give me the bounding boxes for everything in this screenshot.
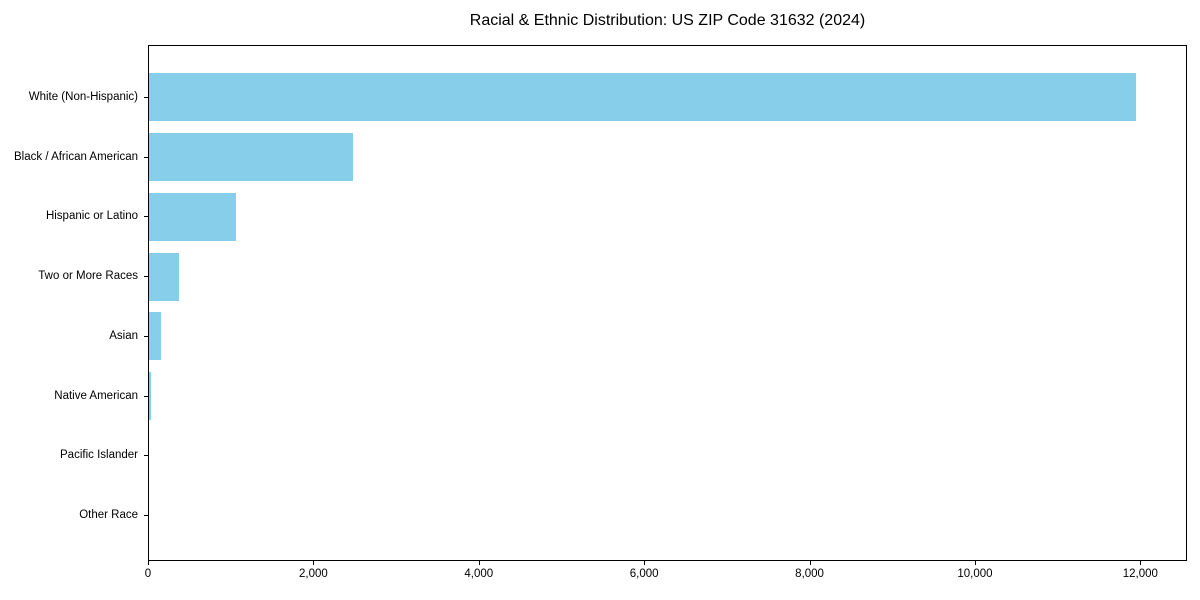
bar-row	[149, 192, 1186, 241]
bar-row	[149, 372, 1186, 421]
bar-white-non-hispanic	[149, 73, 1136, 121]
bars-container	[149, 73, 1186, 540]
x-tick-mark	[974, 561, 976, 565]
y-tick-mark	[144, 455, 148, 457]
bar-row	[149, 132, 1186, 181]
bar-hispanic-or-latino	[149, 192, 236, 241]
y-tick-mark	[144, 97, 148, 98]
plot-area	[148, 45, 1187, 561]
x-tick-label: 4,000	[464, 568, 494, 580]
y-tick-mark	[144, 156, 148, 158]
y-axis-labels: White (Non-Hispanic) Black / African Amer…	[0, 46, 148, 560]
y-tick-label: Pacific Islander	[60, 449, 138, 462]
bar-row	[149, 252, 1186, 301]
y-tick-label: Hispanic or Latino	[45, 210, 138, 223]
bar-row	[149, 312, 1186, 361]
y-tick-mark	[144, 514, 148, 516]
y-tick-label: Two or More Races	[38, 270, 138, 283]
bar-row	[149, 73, 1186, 121]
x-tick-mark	[644, 561, 646, 565]
y-tick-label: Other Race	[79, 508, 138, 521]
bar-row	[149, 492, 1186, 540]
x-tick-mark	[313, 561, 315, 565]
y-tick-label: Black / African American	[14, 150, 138, 163]
bar-row	[149, 432, 1186, 480]
bar-two-or-more-races	[149, 252, 179, 301]
y-tick-mark	[144, 276, 148, 278]
y-tick-mark	[144, 335, 148, 337]
x-tick-label: 12,000	[1122, 568, 1158, 580]
x-tick-label: 10,000	[957, 568, 993, 580]
x-tick-mark	[478, 561, 480, 565]
x-tick-mark	[148, 561, 149, 565]
bar-black-african-american	[149, 132, 354, 181]
x-tick-label: 2,000	[299, 568, 328, 580]
y-tick-mark	[144, 395, 148, 397]
bar-asian	[149, 312, 161, 361]
x-tick-label: 0	[144, 568, 152, 580]
bar-native-american	[149, 372, 152, 421]
x-tick-mark	[1140, 561, 1142, 565]
x-axis-ticks: 0 2,000 4,000 6,000 8,000 10,000 12,000	[144, 561, 1187, 591]
x-tick-label: 6,000	[629, 568, 659, 580]
y-tick-label: Native American	[54, 389, 138, 402]
x-tick-mark	[809, 561, 811, 565]
y-tick-mark	[144, 216, 148, 218]
y-tick-label: White (Non-Hispanic)	[28, 91, 138, 103]
chart-title: Racial & Ethnic Distribution: US ZIP Cod…	[469, 12, 866, 29]
x-tick-label: 8,000	[795, 568, 824, 580]
y-tick-label: Asian	[109, 329, 138, 342]
